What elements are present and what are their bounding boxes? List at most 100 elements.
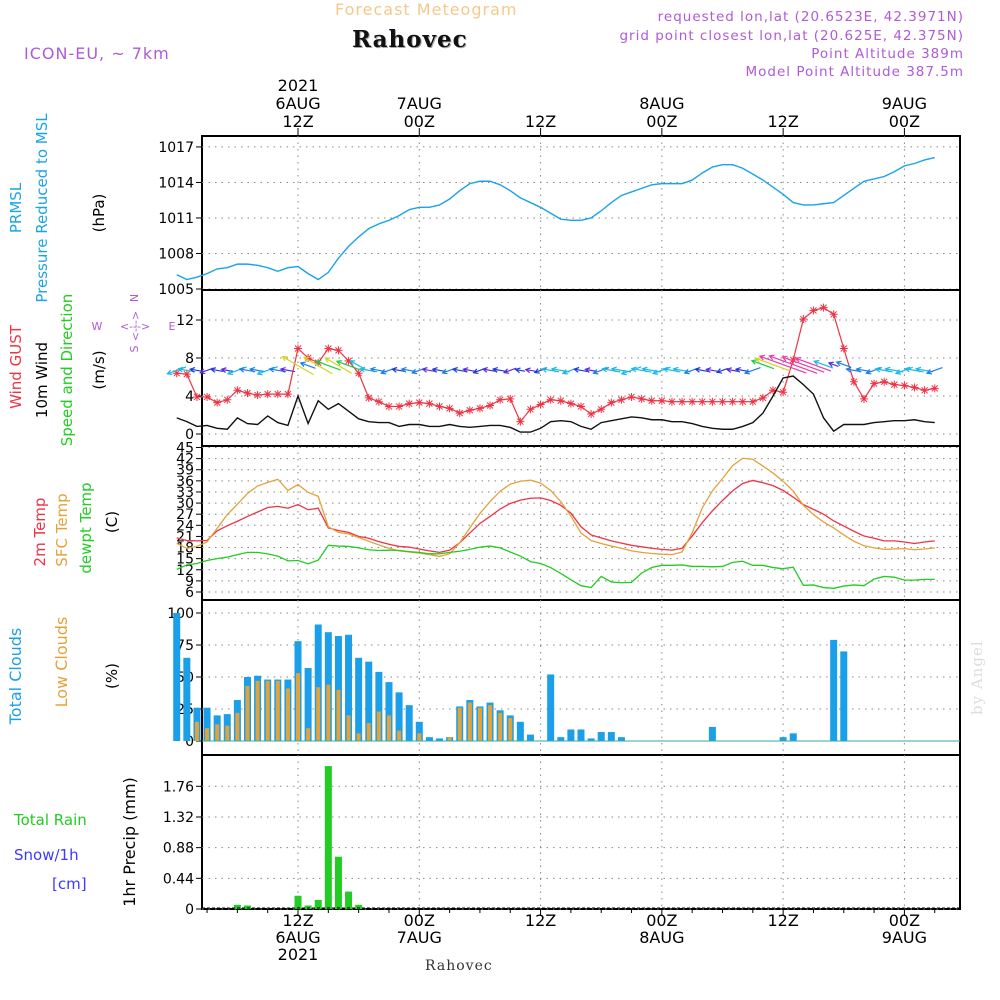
y-tick-label-temperature: 24 xyxy=(176,518,194,534)
gust-marker xyxy=(880,377,889,386)
gust-marker xyxy=(506,394,515,403)
precip-legend-rain: Total Rain xyxy=(13,811,87,829)
low-cloud-bar xyxy=(467,702,472,741)
temp-sfc-line xyxy=(176,457,935,558)
wind-arrow-head xyxy=(672,366,679,373)
gust-marker xyxy=(829,310,838,319)
cloud-bars xyxy=(173,613,960,742)
wind-arrow-head xyxy=(349,360,356,366)
wind-arrow-head xyxy=(914,366,922,373)
gust-marker xyxy=(577,402,585,411)
place-name: Rahovec xyxy=(352,26,468,53)
wind-arrow xyxy=(602,368,621,373)
panel-frame-precip xyxy=(201,754,961,910)
total-cloud-bar xyxy=(516,721,524,741)
wind-arrow xyxy=(303,356,333,375)
y-tick-label-pressure: 1014 xyxy=(158,175,194,191)
wind-arrow xyxy=(574,368,588,373)
rain-bar xyxy=(294,895,302,909)
gust-marker xyxy=(587,410,596,419)
wind-arrow-head xyxy=(734,367,741,373)
wind-arrow-head xyxy=(651,369,659,375)
total-cloud-bar xyxy=(597,732,605,741)
wind-arrow-head xyxy=(380,369,387,375)
wind-arrow-head xyxy=(541,366,548,373)
rain-bar xyxy=(334,856,342,909)
wind-arrow xyxy=(759,355,807,374)
wind-arrow xyxy=(621,366,642,375)
total-cloud-bar xyxy=(355,657,363,741)
wind-arrow-head xyxy=(904,366,911,373)
total-cloud-bar xyxy=(617,737,625,741)
gust-marker xyxy=(233,386,242,395)
rain-bar xyxy=(314,899,322,909)
wind-arrow xyxy=(795,357,832,372)
wind-arrow-head xyxy=(794,356,801,363)
wind-arrow xyxy=(769,355,818,374)
wind-arrow-head xyxy=(630,366,637,373)
wind-line xyxy=(176,375,935,433)
wind-arrow-head xyxy=(335,360,342,366)
compass-rose: N <---> W E <---> S xyxy=(92,294,176,353)
wind-label-10m: 10m Wind xyxy=(33,342,51,418)
gust-marker xyxy=(243,389,252,398)
wind-arrow-head xyxy=(514,367,521,374)
wind-arrow-head xyxy=(391,367,398,373)
gust-marker xyxy=(465,406,474,415)
meteogram-title: Forecast Meteogram xyxy=(335,0,518,19)
wind-arrow xyxy=(866,366,883,374)
wind-arrow-head xyxy=(894,369,902,375)
total-cloud-bar xyxy=(203,707,211,741)
wind-arrow xyxy=(856,368,872,373)
wind-arrow-head xyxy=(220,367,227,373)
wind-arrow xyxy=(706,368,719,373)
wind-arrow-head xyxy=(813,359,820,366)
low-cloud-bar xyxy=(376,711,381,741)
gust-marker xyxy=(789,355,798,364)
gust-marker xyxy=(475,404,484,413)
temp-units: (C) xyxy=(103,511,121,533)
model-point-altitude: Model Point Altitude 387.5m xyxy=(745,64,964,80)
low-cloud-bar xyxy=(255,680,260,741)
wind-arrow xyxy=(755,357,791,372)
gust-marker xyxy=(405,399,414,408)
total-cloud-bar xyxy=(304,668,312,741)
total-cloud-bar xyxy=(567,729,575,741)
top-time-label: 6AUG xyxy=(275,94,320,113)
rain-bar xyxy=(233,904,241,909)
gust-marker xyxy=(910,383,919,392)
y-tick-label-temperature: 9 xyxy=(185,574,194,590)
wind-arrow-head xyxy=(256,369,263,376)
point-altitude: Point Altitude 389m xyxy=(811,46,964,62)
wind-arrow xyxy=(744,366,761,374)
total-cloud-bar xyxy=(425,737,433,741)
panel-wind: 0 4 8 12 xyxy=(176,289,961,447)
gust-marker xyxy=(435,402,444,411)
low-cloud-bar xyxy=(447,737,452,741)
gust-marker xyxy=(283,390,292,399)
y-tick-label-pressure: 1008 xyxy=(158,246,194,262)
wind-arrow-head xyxy=(694,367,701,373)
y-tick-label-pressure: 1017 xyxy=(158,140,194,156)
gust-marker xyxy=(223,395,232,404)
gust-marker xyxy=(546,395,555,404)
compass-arrow-horizontal: <---> xyxy=(120,320,150,333)
y-tick-label-wind: 0 xyxy=(185,427,194,443)
panel-frame-wind xyxy=(201,289,961,447)
y-tick-label-pressure: 1005 xyxy=(158,282,194,298)
y-tick-label-wind: 4 xyxy=(185,389,194,405)
gust-markers xyxy=(172,303,939,426)
temp-label-dewpt: dewpt Temp xyxy=(77,482,95,573)
bottom-time-label: 00Z xyxy=(889,911,920,930)
wind-arrow-head xyxy=(768,354,775,361)
cloud-label-total: Total Clouds xyxy=(6,628,25,726)
gust-marker xyxy=(799,315,808,324)
low-cloud-bar xyxy=(245,685,250,741)
bottom-time-label: 12Z xyxy=(525,911,556,930)
wind-arrow-head xyxy=(550,366,557,373)
gust-marker xyxy=(870,379,879,388)
bottom-time-label: 6AUG xyxy=(275,928,320,947)
y-tick-label-temperature: 36 xyxy=(176,474,194,490)
wind-direction-arrows xyxy=(166,354,943,376)
top-time-label: 00Z xyxy=(404,112,435,131)
